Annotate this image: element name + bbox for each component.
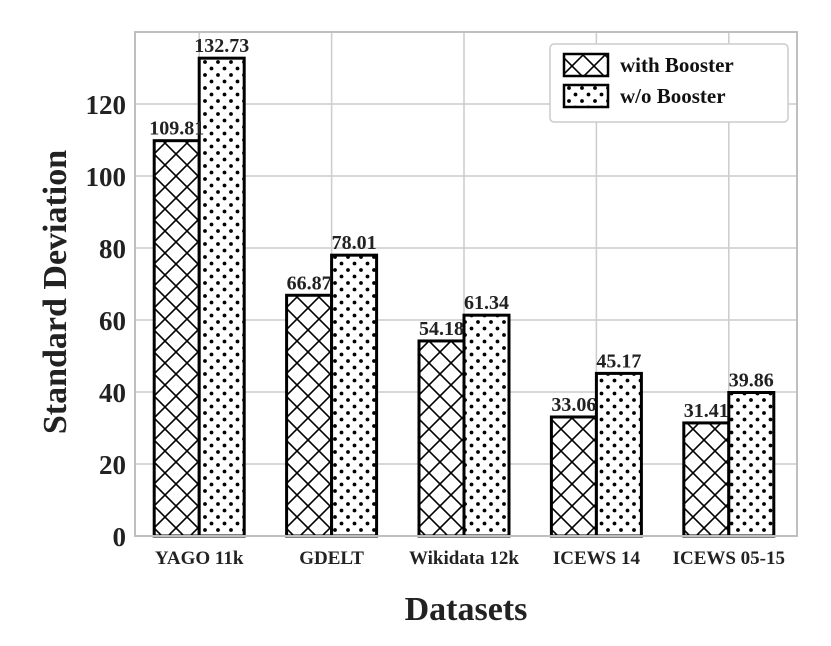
legend: with Booster w/o Booster	[549, 43, 789, 123]
axes-labels: 0 20 40 60 80 100 120 YAGO 11k GDELT Wikidata 12k…	[37, 90, 785, 628]
bar-with-booster	[549, 415, 598, 538]
x-tick-label: GDELT	[299, 548, 364, 569]
y-axis-title: Standard Deviation	[37, 150, 74, 434]
data-label: 33.06	[551, 394, 596, 416]
bar-wo-booster	[197, 56, 246, 538]
data-label: 54.18	[419, 318, 464, 340]
bar-wo-booster	[727, 391, 776, 538]
y-tick-label: 100	[86, 162, 127, 192]
y-tick-label: 60	[99, 306, 126, 336]
legend-box	[549, 43, 789, 123]
bar-wo-booster	[594, 371, 643, 538]
bar-with-booster	[417, 339, 466, 538]
value-labels: 109.81 66.87 54.18 33.06 31.41 132.73 78.01 61.…	[149, 35, 774, 422]
bar-wo-booster	[462, 313, 511, 538]
legend-swatch-crosshatch	[562, 52, 610, 78]
bar-with-booster	[152, 139, 201, 538]
data-label: 78.01	[332, 232, 377, 254]
bars	[152, 56, 776, 538]
legend-label: w/o Booster	[620, 84, 726, 108]
x-tick-label: ICEWS 05-15	[673, 548, 785, 569]
bar-wo-booster	[330, 253, 379, 538]
data-label: 109.81	[149, 118, 204, 140]
y-tick-label: 0	[113, 522, 127, 552]
data-label: 39.86	[729, 370, 774, 392]
y-tick-label: 20	[99, 450, 126, 480]
data-label: 66.87	[287, 272, 332, 294]
bar-with-booster	[682, 421, 731, 538]
x-tick-label: YAGO 11k	[155, 548, 244, 569]
bar-with-booster	[285, 293, 334, 538]
data-label: 132.73	[194, 35, 249, 57]
x-axis-title: Datasets	[405, 591, 528, 628]
data-label: 61.34	[464, 292, 509, 314]
legend-swatch-dots	[562, 83, 610, 109]
plot-border	[134, 31, 798, 537]
y-tick-label: 120	[86, 90, 127, 120]
legend-label: with Booster	[620, 53, 734, 77]
y-tick-label: 80	[99, 234, 126, 264]
x-tick-label: Wikidata 12k	[409, 548, 519, 569]
data-label: 45.17	[596, 350, 641, 372]
data-label: 31.41	[684, 400, 729, 422]
plot-frame	[134, 31, 798, 537]
x-tick-label: ICEWS 14	[553, 548, 641, 569]
y-tick-label: 40	[99, 378, 126, 408]
